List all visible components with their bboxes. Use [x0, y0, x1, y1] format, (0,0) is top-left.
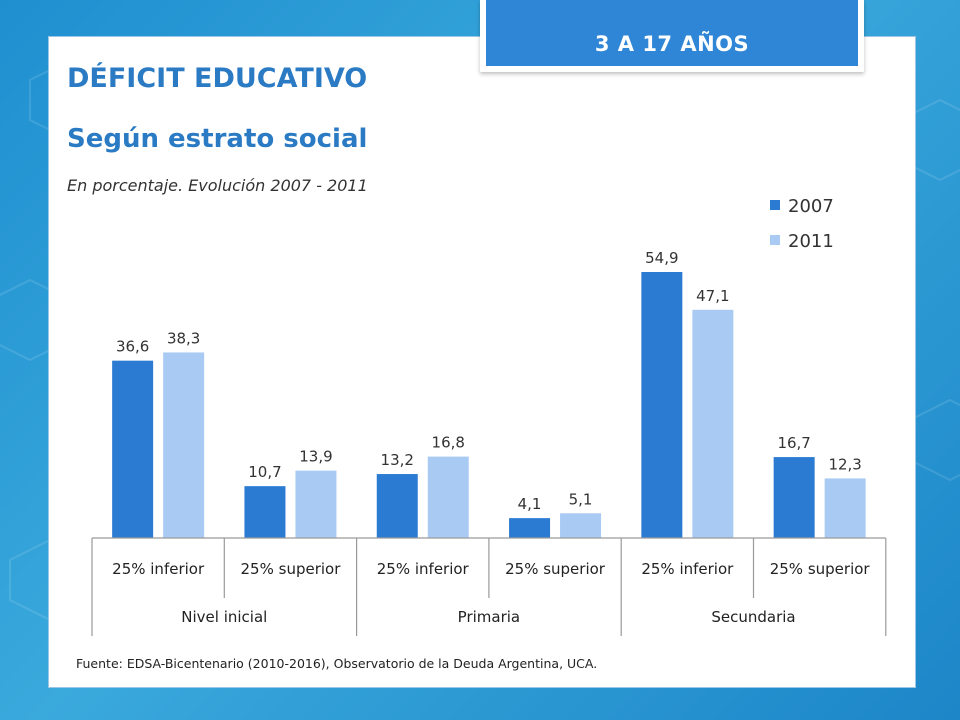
- legend-label-2007: 2007: [788, 196, 834, 217]
- category-label-5: 25% inferior: [641, 560, 734, 578]
- data-label-2011-6: 12,3: [828, 455, 861, 473]
- page-subtitle: Según estrato social: [67, 124, 368, 154]
- bar-2007-1: [112, 360, 154, 538]
- bar-2011-1: [163, 352, 205, 538]
- data-label-2011-3: 16,8: [432, 434, 465, 452]
- legend-label-2011: 2011: [788, 231, 834, 252]
- data-label-2007-6: 16,7: [777, 434, 810, 452]
- chart-note: En porcentaje. Evolución 2007 - 2011: [67, 176, 368, 195]
- group-label-3: Secundaria: [711, 608, 795, 626]
- bar-2011-3: [427, 456, 469, 538]
- group-label-1: Nivel inicial: [181, 608, 267, 626]
- age-range-badge-label: 3 A 17 AÑOS: [594, 32, 750, 56]
- age-range-badge: 3 A 17 AÑOS: [480, 0, 864, 72]
- bar-2007-5: [641, 272, 683, 538]
- group-label-2: Primaria: [458, 608, 520, 626]
- data-label-2011-1: 38,3: [167, 329, 200, 347]
- source-note: Fuente: EDSA-Bicentenario (2010-2016), O…: [76, 656, 598, 671]
- category-label-1: 25% inferior: [112, 560, 205, 578]
- data-label-2007-3: 13,2: [381, 451, 414, 469]
- category-label-6: 25% superior: [770, 560, 871, 578]
- data-label-2011-5: 47,1: [696, 287, 729, 305]
- page-title: DÉFICIT EDUCATIVO: [67, 63, 368, 94]
- bar-2011-2: [295, 470, 337, 538]
- data-label-2011-2: 13,9: [299, 448, 332, 466]
- age-range-badge-fill: 3 A 17 AÑOS: [486, 0, 858, 66]
- data-label-2007-2: 10,7: [248, 463, 281, 481]
- bar-2011-6: [824, 478, 866, 538]
- legend-swatch-2007: [770, 200, 780, 210]
- bar-2011-4: [560, 513, 602, 538]
- data-label-2011-4: 5,1: [569, 490, 593, 508]
- category-label-3: 25% inferior: [377, 560, 470, 578]
- bar-2011-5: [692, 309, 734, 538]
- bar-2007-6: [773, 457, 815, 538]
- category-label-2: 25% superior: [241, 560, 342, 578]
- legend-swatch-2011: [770, 235, 780, 245]
- data-label-2007-5: 54,9: [645, 249, 678, 267]
- data-label-2007-1: 36,6: [116, 338, 149, 356]
- category-label-4: 25% superior: [505, 560, 606, 578]
- bar-2007-2: [244, 486, 286, 538]
- data-label-2007-4: 4,1: [518, 495, 542, 513]
- bar-2007-3: [376, 474, 418, 538]
- bar-2007-4: [509, 518, 551, 538]
